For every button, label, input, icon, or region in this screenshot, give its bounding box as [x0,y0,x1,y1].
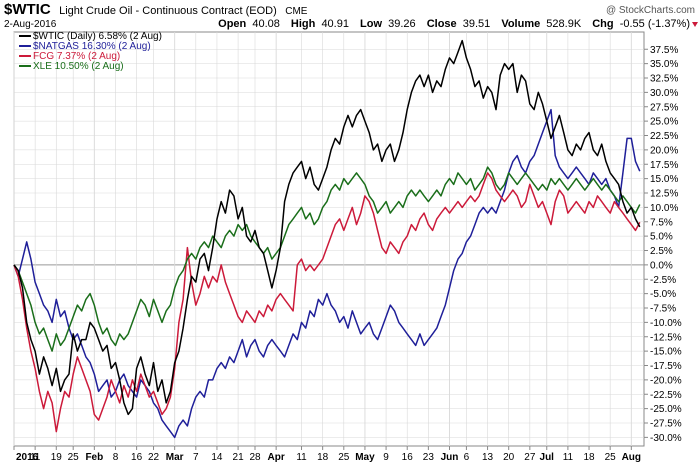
y-tick-label: -27.5% [650,419,682,430]
x-tick-label: 2016 [16,452,39,463]
y-tick-label: 10.0% [650,203,678,214]
y-tick-label: 17.5% [650,160,678,171]
legend-item-wtic: $WTIC (Daily) 6.58% (2 Aug) [19,31,162,42]
x-tick-label: 13 [482,452,494,463]
x-tick-label: 8 [113,452,119,463]
y-tick-label: -12.5% [650,332,682,343]
series-line-fcg [13,172,641,433]
y-tick-label: -2.5% [650,275,676,286]
legend-label-xle: XLE 10.50% (2 Aug) [33,61,124,72]
y-tick-label: -7.5% [650,304,676,315]
chart-title: $WTIC Light Crude Oil - Continuous Contr… [4,1,308,18]
y-tick-label: 5.0% [650,232,673,243]
y-tick-label: 12.5% [650,189,678,200]
chg-value: -0.55 (-1.37%) [620,18,690,30]
legend-label-fcg: FCG 7.37% (2 Aug) [33,51,120,62]
x-tick-label: Feb [85,452,103,463]
description-label: Light Crude Oil - Continuous Contract (E… [59,5,277,17]
series-line-xle [13,166,641,352]
series-line-wtic [13,39,641,416]
date-label: 2-Aug-2016 [4,19,57,30]
y-tick-label: 20.0% [650,145,678,156]
x-tick-label: 14 [211,452,223,463]
x-tick-label: Jul [540,452,555,463]
ohlc-readout: Open 40.08 High 40.91 Low 39.26 Close 39… [218,18,690,30]
y-tick-label: -30.0% [650,433,682,444]
x-tick-label: 18 [317,452,329,463]
x-tick-label: Apr [268,452,285,463]
high-label: High [291,18,316,30]
volume-value: 528.9K [546,18,582,30]
x-tick-label: 18 [583,452,595,463]
y-tick-label: -20.0% [650,375,682,386]
y-tick-label: 0.0% [650,260,673,271]
legend-item-xle: XLE 10.50% (2 Aug) [19,61,124,72]
open-label: Open [218,18,246,30]
x-tick-label: 20 [503,452,515,463]
x-tick-label: Jun [441,452,459,463]
legend-label-natgas: $NATGAS 16.30% (2 Aug) [33,41,151,52]
x-tick-label: Aug [622,452,641,463]
low-label: Low [360,18,382,30]
chg-label: Chg [592,18,613,30]
legend: $WTIC (Daily) 6.58% (2 Aug) $NATGAS 16.3… [19,31,162,72]
y-tick-label: -22.5% [650,390,682,401]
x-tick-label: Mar [166,452,184,463]
y-tick-label: 22.5% [650,131,678,142]
close-label: Close [427,18,457,30]
grid-lines [13,32,644,446]
watermark: @ StockCharts.com [606,5,695,16]
y-tick-label: -25.0% [650,404,682,415]
x-tick-label: 11 [296,452,307,463]
open-value: 40.08 [252,18,280,30]
legend-label-wtic: $WTIC (Daily) 6.58% (2 Aug) [33,31,162,42]
close-value: 39.51 [463,18,491,30]
series-lines [13,39,641,439]
volume-label: Volume [501,18,540,30]
x-tick-label: 25 [68,452,80,463]
y-tick-label: -17.5% [650,361,682,372]
x-tick-label: 16 [402,452,414,463]
y-tick-label: 2.5% [650,246,673,257]
y-tick-label: 15.0% [650,174,678,185]
down-arrow-icon [692,22,698,27]
x-tick-label: 23 [423,452,435,463]
legend-item-fcg: FCG 7.37% (2 Aug) [19,51,120,62]
y-tick-label: 7.5% [650,217,673,228]
x-tick-label: 11 [563,452,574,463]
x-tick-label: 22 [148,452,160,463]
x-tick-label: 9 [383,452,389,463]
y-tick-label: 25.0% [650,117,678,128]
y-axis: -30.0% -27.5% -25.0% -22.5% -20.0% -17.5% -15.… [644,45,682,444]
x-tick-label: 21 [233,452,245,463]
x-tick-label: 6 [464,452,470,463]
low-value: 39.26 [388,18,416,30]
symbol-label: $WTIC [4,1,51,18]
x-tick-label: 11 [30,452,41,463]
x-tick-label: 7 [193,452,199,463]
x-tick-label: May [355,452,375,463]
exchange-label: CME [285,6,308,17]
x-tick-label: 25 [605,452,617,463]
y-tick-label: 37.5% [650,45,678,56]
x-tick-label: 25 [338,452,350,463]
y-tick-label: -10.0% [650,318,682,329]
y-tick-label: -15.0% [650,347,682,358]
y-tick-label: 30.0% [650,88,678,99]
y-tick-label: 32.5% [650,74,678,85]
x-tick-label: 19 [51,452,63,463]
y-tick-label: -5.0% [650,289,676,300]
high-value: 40.91 [321,18,349,30]
x-tick-label: 28 [249,452,261,463]
y-tick-label: 35.0% [650,59,678,70]
x-tick-label: 16 [131,452,143,463]
y-tick-label: 27.5% [650,102,678,113]
x-tick-label: 27 [524,452,536,463]
legend-item-natgas: $NATGAS 16.30% (2 Aug) [19,41,151,52]
series-line-natgas [13,108,641,439]
